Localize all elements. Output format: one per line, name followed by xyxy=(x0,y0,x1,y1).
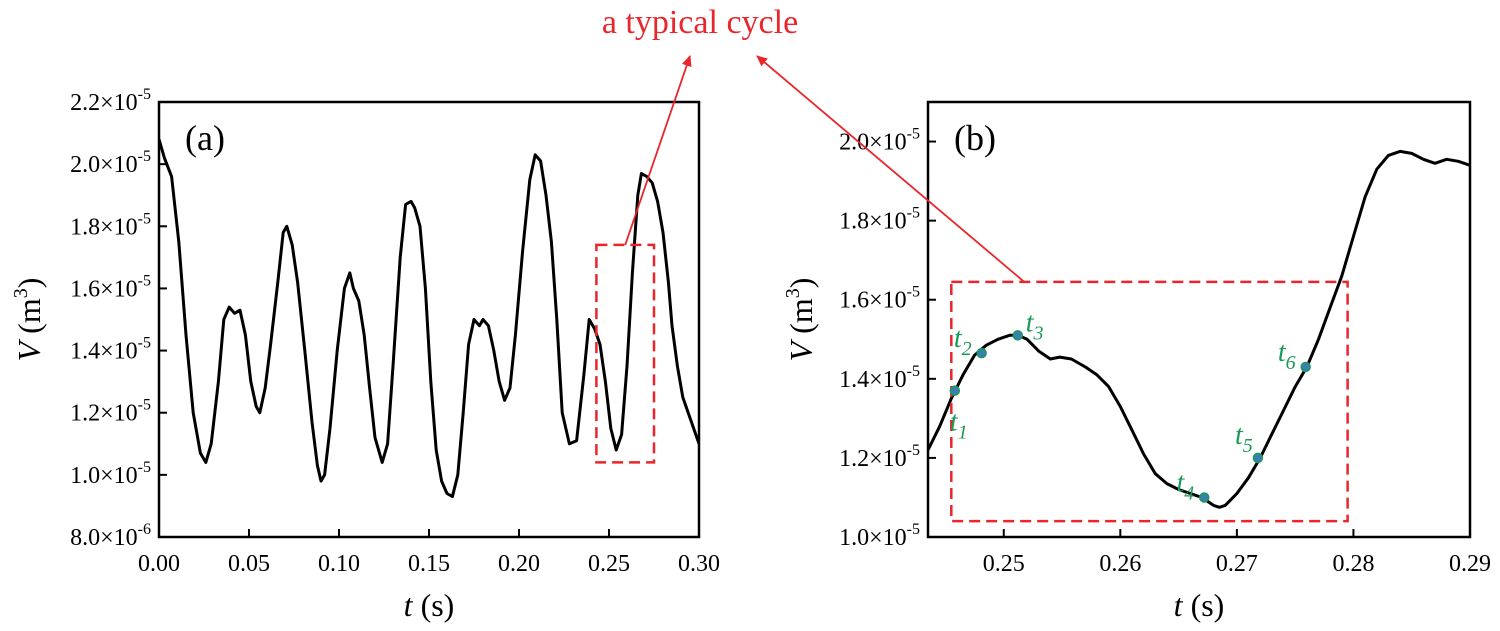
time-marker-label: t5 xyxy=(1235,420,1253,457)
time-marker-label: t2 xyxy=(954,323,972,360)
y-tick-label: 1.4×10-5 xyxy=(70,335,151,365)
y-axis-label: V (m3) xyxy=(782,278,819,362)
typical-cycle-box xyxy=(950,280,1349,523)
x-tick-label: 0.25 xyxy=(588,551,630,577)
y-tick-label: 2.0×10-5 xyxy=(839,126,920,156)
annotation-arrow-a xyxy=(624,55,692,246)
time-marker-point xyxy=(949,385,961,396)
x-tick-label: 0.10 xyxy=(318,551,360,577)
y-tick-label: 2.0×10-5 xyxy=(70,148,151,178)
time-marker-label: t3 xyxy=(1026,307,1044,344)
annotation-arrow-b xyxy=(756,55,1025,283)
y-tick-label: 2.2×10-5 xyxy=(70,86,151,116)
y-tick-label: 1.0×10-5 xyxy=(839,521,920,551)
chart-panel-b: 0.25 0.26 0.27 0.28 0.29 1.0×10-5 1.2×10-5 1.4×… xyxy=(782,100,1491,623)
series-line xyxy=(928,149,1470,509)
y-tick-label: 8.0×10-6 xyxy=(70,521,151,551)
time-marker-point xyxy=(976,347,987,359)
y-tick-label: 1.6×10-5 xyxy=(839,284,920,314)
x-tick-label: 0.26 xyxy=(1099,551,1141,577)
panel-label: (b) xyxy=(954,118,996,158)
x-axis-label: t (s) xyxy=(1174,587,1225,623)
x-tick-label: 0.05 xyxy=(228,551,270,577)
time-marker-label: t1 xyxy=(950,407,968,444)
y-tick-label: 1.6×10-5 xyxy=(70,272,151,302)
y-tick-label: 1.4×10-5 xyxy=(839,363,920,393)
x-tick-label: 0.27 xyxy=(1216,551,1258,577)
x-tick-label: 0.00 xyxy=(138,551,180,577)
y-tick-label: 1.8×10-5 xyxy=(839,205,920,235)
time-marker-point xyxy=(1252,452,1264,464)
y-axis-label: V (m3) xyxy=(10,278,47,362)
x-tick-label: 0.20 xyxy=(498,551,540,577)
chart-panel-a: 0.00 0.05 0.10 0.15 0.20 0.25 0.30 8.0×10-6 1.0×… xyxy=(10,86,720,623)
x-tick-label: 0.29 xyxy=(1449,551,1491,577)
time-marker-point xyxy=(1012,330,1024,341)
x-axis-label: t (s) xyxy=(404,587,455,623)
y-tick-label: 1.2×10-5 xyxy=(70,397,151,427)
x-tick-label: 0.30 xyxy=(678,551,720,577)
plot-frame xyxy=(157,100,701,539)
annotation-label: a typical cycle xyxy=(602,4,798,41)
panel-label: (a) xyxy=(185,118,225,158)
y-tick-label: 1.8×10-5 xyxy=(70,210,151,240)
annotation-arrows xyxy=(624,55,1025,283)
y-tick-label: 1.0×10-5 xyxy=(70,459,151,489)
plot-frame xyxy=(926,100,1472,539)
time-marker-point xyxy=(1300,361,1311,373)
time-marker-label: t6 xyxy=(1278,337,1296,374)
x-tick-label: 0.25 xyxy=(983,551,1025,577)
typical-cycle-box xyxy=(595,243,656,464)
y-tick-label: 1.2×10-5 xyxy=(839,442,920,472)
time-marker-point xyxy=(1198,492,1210,503)
series-line xyxy=(159,138,699,499)
x-tick-label: 0.28 xyxy=(1332,551,1374,577)
time-marker-label: t4 xyxy=(1176,467,1194,504)
x-tick-label: 0.15 xyxy=(408,551,450,577)
